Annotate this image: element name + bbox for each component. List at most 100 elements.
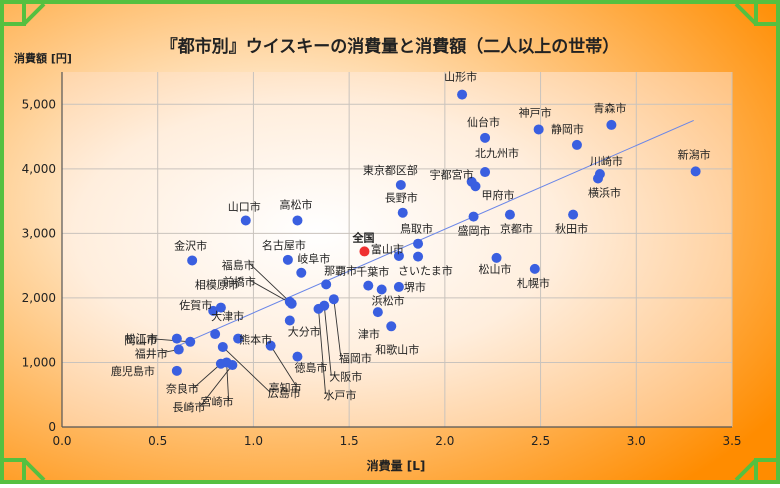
point-label: 山形市 bbox=[444, 70, 477, 84]
data-point bbox=[217, 341, 228, 352]
data-point bbox=[457, 89, 468, 100]
point-label: 川崎市 bbox=[590, 154, 623, 168]
data-point bbox=[296, 267, 307, 278]
point-label: 徳島市 bbox=[294, 361, 327, 375]
leader-line bbox=[222, 346, 271, 393]
data-point bbox=[265, 340, 276, 351]
point-label: 福井市 bbox=[135, 347, 168, 361]
point-label: 佐賀市 bbox=[179, 298, 212, 312]
x-tick-label: 1.5 bbox=[340, 434, 359, 448]
y-tick-label: 1,000 bbox=[22, 355, 56, 369]
point-label: 名古屋市 bbox=[262, 238, 306, 252]
x-tick-label: 1.0 bbox=[244, 434, 263, 448]
data-point bbox=[328, 294, 339, 305]
point-label: 長崎市 bbox=[172, 400, 205, 414]
data-point bbox=[284, 315, 295, 326]
data-point bbox=[397, 207, 408, 218]
data-point bbox=[376, 284, 387, 295]
data-point bbox=[504, 209, 515, 220]
point-label: 那覇市 bbox=[324, 263, 357, 277]
point-label: 松江市 bbox=[125, 332, 158, 346]
highlight-label: 全国 bbox=[351, 230, 374, 244]
data-point bbox=[215, 358, 226, 369]
point-label: 静岡市 bbox=[551, 122, 584, 136]
data-point bbox=[187, 255, 198, 266]
leader-line bbox=[270, 345, 298, 387]
data-point bbox=[413, 238, 424, 249]
data-point bbox=[210, 329, 221, 340]
point-label: 松山市 bbox=[479, 262, 512, 276]
data-point bbox=[529, 263, 540, 274]
leader-line bbox=[333, 299, 342, 358]
point-label: 水戸市 bbox=[324, 388, 357, 402]
point-label: 前橋市 bbox=[223, 275, 256, 289]
point-label: 岡山市 bbox=[124, 333, 157, 347]
point-label: 宇都宮市 bbox=[430, 168, 474, 182]
point-label: 秋田市 bbox=[555, 222, 588, 236]
highlight-point bbox=[359, 246, 370, 257]
point-label: 福岡市 bbox=[339, 351, 372, 365]
data-point bbox=[171, 333, 182, 344]
point-label: 堺市 bbox=[404, 280, 426, 294]
leader-line bbox=[193, 363, 222, 389]
leader-line bbox=[323, 305, 332, 376]
data-point bbox=[292, 351, 303, 362]
y-axis-label: 消費額 [円] bbox=[14, 51, 72, 65]
data-point bbox=[491, 252, 502, 263]
data-point bbox=[372, 307, 383, 318]
point-label: 熊本市 bbox=[239, 333, 272, 347]
data-point bbox=[227, 360, 238, 371]
data-point bbox=[386, 321, 397, 332]
data-point bbox=[282, 254, 293, 265]
data-point bbox=[313, 303, 324, 314]
point-label: 千葉市 bbox=[356, 265, 389, 279]
point-label: 広島市 bbox=[268, 386, 301, 400]
point-label: 浜松市 bbox=[372, 294, 405, 308]
point-label: 高松市 bbox=[279, 197, 312, 211]
point-label: 金沢市 bbox=[174, 238, 207, 252]
leader-line bbox=[200, 364, 233, 407]
point-label: 津市 bbox=[358, 327, 380, 341]
point-label: 青森市 bbox=[593, 101, 626, 115]
point-label: 横浜市 bbox=[588, 186, 621, 200]
y-tick-label: 0 bbox=[48, 420, 56, 434]
leader-line bbox=[226, 362, 230, 401]
point-label: 仙台市 bbox=[467, 115, 500, 129]
data-point bbox=[690, 166, 701, 177]
data-point bbox=[321, 279, 332, 290]
point-label: 甲府市 bbox=[481, 188, 514, 202]
point-label: 岐阜市 bbox=[297, 252, 330, 266]
point-label: さいたま市 bbox=[398, 264, 453, 278]
point-label: 東京都区部 bbox=[363, 163, 418, 177]
data-point bbox=[185, 336, 196, 347]
x-tick-label: 3.0 bbox=[627, 434, 646, 448]
point-label: 神戸市 bbox=[519, 105, 552, 119]
data-point bbox=[393, 250, 404, 261]
point-label: 大分市 bbox=[288, 325, 321, 339]
point-label: 高知市 bbox=[269, 381, 302, 395]
point-label: 新潟市 bbox=[678, 147, 711, 161]
point-label: 盛岡市 bbox=[458, 224, 491, 238]
point-label: 京都市 bbox=[500, 222, 533, 236]
data-point bbox=[233, 333, 244, 344]
data-point bbox=[395, 179, 406, 190]
point-label: 宮崎市 bbox=[201, 394, 234, 408]
data-point bbox=[173, 344, 184, 355]
data-point bbox=[171, 365, 182, 376]
y-tick-label: 5,000 bbox=[22, 97, 56, 111]
y-tick-label: 4,000 bbox=[22, 162, 56, 176]
data-point bbox=[393, 281, 404, 292]
point-label: 福島市 bbox=[222, 258, 255, 272]
point-label: 奈良市 bbox=[166, 382, 199, 396]
leader-line bbox=[152, 338, 191, 343]
y-tick-label: 3,000 bbox=[22, 226, 56, 240]
leader-line bbox=[318, 308, 326, 394]
data-point bbox=[286, 298, 297, 309]
leader-line bbox=[250, 280, 292, 305]
chart-title: 『都市別』ウイスキーの消費量と消費額（二人以上の世帯） bbox=[161, 36, 620, 57]
data-point bbox=[292, 215, 303, 226]
